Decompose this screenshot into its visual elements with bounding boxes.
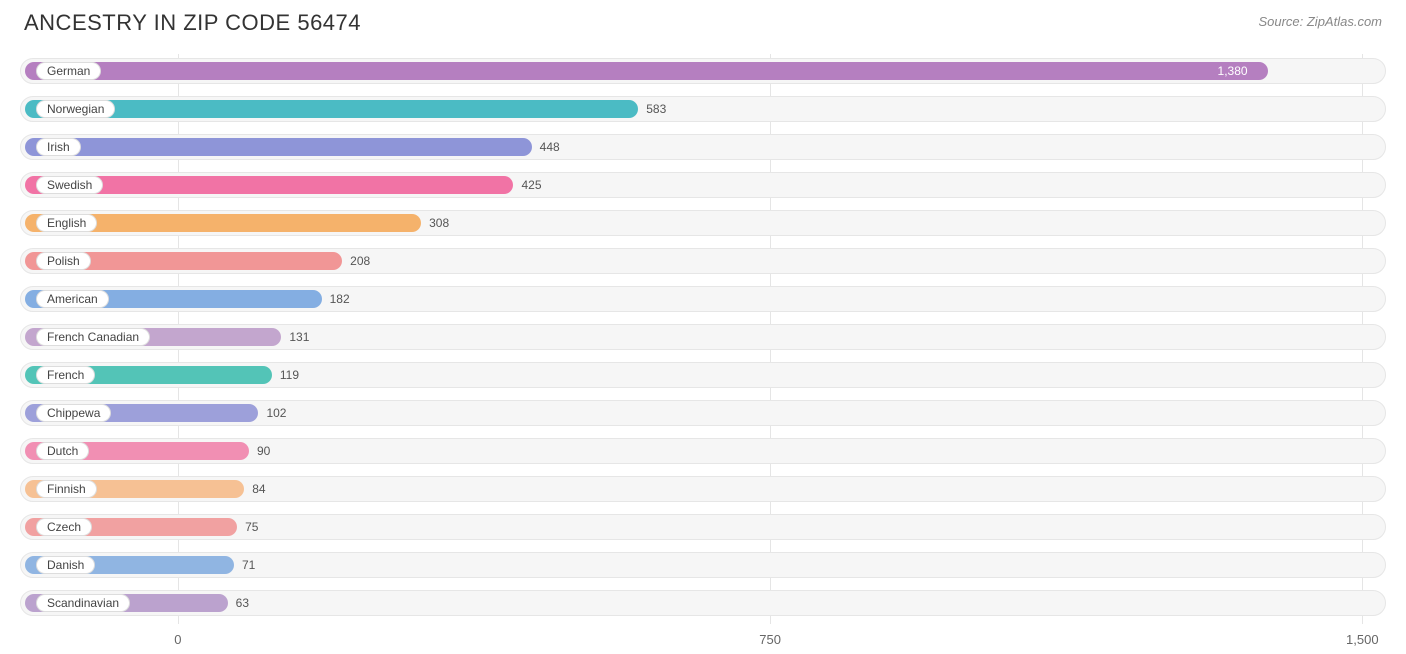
plot-region: German 1,380 Norwegian 583 Irish 448 Swedish 42… <box>20 54 1386 654</box>
value-label: 425 <box>521 176 541 194</box>
value-label: 84 <box>252 480 265 498</box>
bar <box>25 62 1268 80</box>
bar-row: French Canadian 131 <box>20 320 1386 354</box>
x-axis: 0 750 1,500 <box>20 624 1386 654</box>
ancestry-chart: ANCESTRY IN ZIP CODE 56474 Source: ZipAt… <box>0 0 1406 644</box>
category-label: English <box>36 214 97 232</box>
category-label: Swedish <box>36 176 103 194</box>
category-label: American <box>36 290 109 308</box>
value-label: 90 <box>257 442 270 460</box>
value-label: 182 <box>330 290 350 308</box>
bar-row: Finnish 84 <box>20 472 1386 506</box>
x-tick-label: 0 <box>174 632 181 647</box>
chart-source: Source: ZipAtlas.com <box>1258 14 1382 29</box>
category-label: German <box>36 62 101 80</box>
value-label: 583 <box>646 100 666 118</box>
bar-row: Scandinavian 63 <box>20 586 1386 620</box>
category-label: Norwegian <box>36 100 115 118</box>
bar-row: Irish 448 <box>20 130 1386 164</box>
category-label: Scandinavian <box>36 594 130 612</box>
bar-row: Swedish 425 <box>20 168 1386 202</box>
x-tick-label: 750 <box>759 632 781 647</box>
value-label: 308 <box>429 214 449 232</box>
value-label: 208 <box>350 252 370 270</box>
value-label: 75 <box>245 518 258 536</box>
bar-row: Dutch 90 <box>20 434 1386 468</box>
bar-row: Czech 75 <box>20 510 1386 544</box>
value-label: 102 <box>266 404 286 422</box>
chart-title: ANCESTRY IN ZIP CODE 56474 <box>24 10 361 36</box>
bar-row: American 182 <box>20 282 1386 316</box>
x-tick-label: 1,500 <box>1346 632 1379 647</box>
value-label: 63 <box>236 594 249 612</box>
bar-row: English 308 <box>20 206 1386 240</box>
bars-area: German 1,380 Norwegian 583 Irish 448 Swedish 42… <box>20 54 1386 620</box>
value-label: 71 <box>242 556 255 574</box>
value-label: 131 <box>289 328 309 346</box>
category-label: Danish <box>36 556 95 574</box>
bar-row: Norwegian 583 <box>20 92 1386 126</box>
bar-row: German 1,380 <box>20 54 1386 88</box>
category-label: Dutch <box>36 442 89 460</box>
category-label: Chippewa <box>36 404 111 422</box>
category-label: Finnish <box>36 480 97 498</box>
bar <box>25 138 532 156</box>
category-label: Irish <box>36 138 81 156</box>
value-label: 119 <box>280 366 299 384</box>
category-label: French Canadian <box>36 328 150 346</box>
bar-row: Danish 71 <box>20 548 1386 582</box>
bar-row: Chippewa 102 <box>20 396 1386 430</box>
category-label: Czech <box>36 518 92 536</box>
category-label: French <box>36 366 95 384</box>
chart-header: ANCESTRY IN ZIP CODE 56474 Source: ZipAt… <box>20 10 1386 36</box>
bar-row: Polish 208 <box>20 244 1386 278</box>
category-label: Polish <box>36 252 91 270</box>
value-label: 448 <box>540 138 560 156</box>
bar-row: French 119 <box>20 358 1386 392</box>
value-label: 1,380 <box>1218 62 1248 80</box>
bar <box>25 100 638 118</box>
